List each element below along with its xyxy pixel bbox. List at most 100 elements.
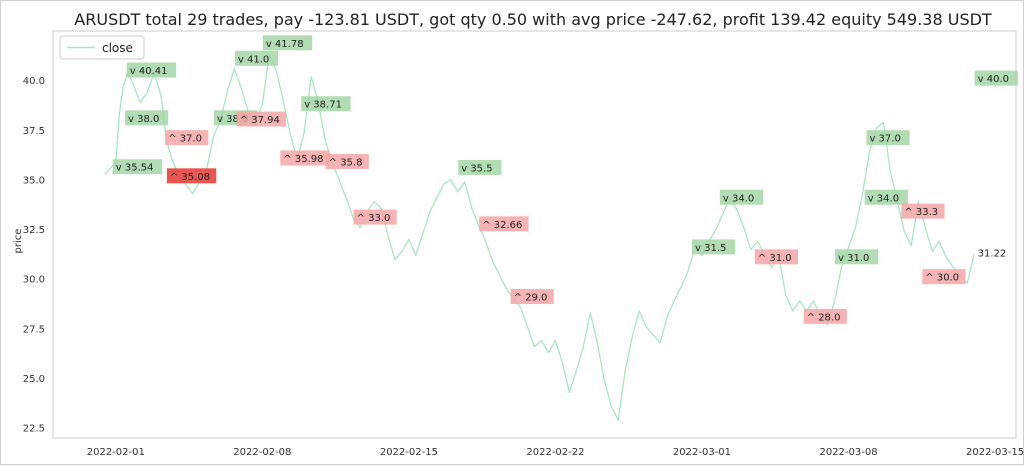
annotation-box: [754, 249, 799, 265]
annotation-box: [325, 154, 369, 170]
legend-label-close: close: [102, 41, 133, 55]
data-point: [575, 369, 577, 372]
data-point: [132, 84, 134, 86]
data-point: [596, 342, 598, 344]
data-point: [631, 336, 633, 338]
data-point: [938, 240, 940, 243]
x-tick-label: 2022-02-22: [526, 447, 584, 458]
legend: close: [59, 35, 145, 60]
annotation-label: v 37.0: [869, 134, 900, 145]
annotation-label: v 40.0: [978, 74, 1009, 85]
annotation-label: v 35.5: [461, 163, 492, 174]
legend-box: [59, 35, 145, 60]
annotation-box: [165, 130, 209, 146]
data-point: [624, 369, 626, 372]
data-point: [471, 207, 473, 209]
x-tick-label: 2022-03-15: [966, 447, 1024, 458]
data-point: [436, 197, 438, 199]
annotation-label: 31.22: [978, 248, 1007, 259]
data-point: [813, 300, 815, 302]
data-point: [889, 171, 891, 173]
x-tick-label: 2022-03-01: [673, 447, 731, 458]
annotation-label: ^ 32.66: [482, 220, 522, 231]
annotation-box: [922, 269, 966, 285]
chart-title: ARUSDT total 29 trades, pay -123.81 USDT…: [74, 10, 992, 29]
data-point: [917, 201, 919, 203]
annotation-box: [479, 216, 529, 232]
y-tick-label: 25.0: [23, 374, 45, 385]
annotation-box: [262, 35, 313, 51]
y-axis-label: price: [13, 229, 24, 254]
data-point: [160, 95, 162, 98]
data-point: [861, 193, 864, 195]
data-point: [652, 334, 654, 336]
data-point: [429, 211, 431, 213]
data-point: [645, 326, 647, 328]
data-point: [840, 266, 843, 268]
annotation-label: ^ 28.0: [807, 312, 841, 323]
data-point: [275, 70, 277, 72]
annotation-box: [719, 189, 764, 205]
annotation-label: v 38.0: [217, 114, 248, 125]
data-point: [226, 89, 229, 92]
data-point: [422, 232, 424, 235]
data-point: [387, 234, 389, 237]
data-point: [582, 346, 584, 348]
data-point: [617, 419, 619, 421]
annotation-box: [112, 159, 163, 175]
data-point: [540, 340, 543, 342]
annotation-label: ^ 33.0: [357, 213, 391, 224]
data-point: [568, 391, 570, 393]
data-point: [139, 101, 141, 104]
data-point: [561, 361, 564, 364]
data-point: [492, 260, 494, 262]
annotation-label: v 31.5: [695, 243, 726, 254]
annotation-box: [301, 96, 351, 112]
y-tick-label: 30.0: [23, 275, 45, 286]
data-point: [973, 254, 975, 256]
annotation-label: v 40.41: [130, 66, 168, 77]
y-tick-label: 40.0: [23, 76, 45, 87]
data-point: [408, 238, 410, 241]
annotation-label: ^ 33.3: [904, 207, 938, 218]
data-point: [519, 306, 522, 308]
data-point: [875, 127, 878, 129]
y-tick-label: 35.0: [23, 175, 45, 186]
data-point: [589, 312, 591, 314]
data-point: [952, 266, 954, 268]
annotation-label: v 41.78: [266, 39, 304, 50]
data-point: [146, 91, 148, 94]
data-point: [526, 326, 529, 328]
data-point: [701, 254, 703, 256]
data-point: [401, 250, 403, 252]
annotation-label: v 35.54: [116, 163, 154, 174]
annotation-label: v 34.0: [868, 193, 899, 204]
data-point: [485, 240, 487, 243]
data-point: [505, 288, 508, 290]
x-tick-label: 2022-02-08: [233, 447, 291, 458]
data-point: [931, 250, 933, 252]
series-line-close: [104, 54, 975, 421]
data-point: [785, 294, 787, 296]
data-point: [792, 310, 794, 312]
data-point: [261, 103, 263, 106]
data-point: [464, 181, 466, 183]
data-point: [443, 183, 445, 185]
data-point: [499, 274, 501, 276]
data-point: [924, 226, 926, 229]
data-point: [868, 151, 871, 153]
annotation-box: [866, 130, 910, 146]
annotation-box: [458, 159, 502, 175]
data-point: [212, 135, 215, 137]
annotation-label: ^ 30.0: [925, 273, 959, 284]
annotation-label: v 38.71: [304, 100, 342, 111]
y-ticks: 22.5 25.0 27.5 30.0 32.5 35.0 37.5 40.0: [23, 76, 45, 434]
data-point: [799, 300, 801, 302]
annotation-label: ^ 37.94: [240, 115, 280, 126]
x-tick-label: 2022-02-01: [87, 447, 145, 458]
data-point: [184, 183, 187, 185]
data-point: [903, 230, 905, 233]
data-point: [750, 248, 752, 250]
data-point: [722, 213, 724, 215]
